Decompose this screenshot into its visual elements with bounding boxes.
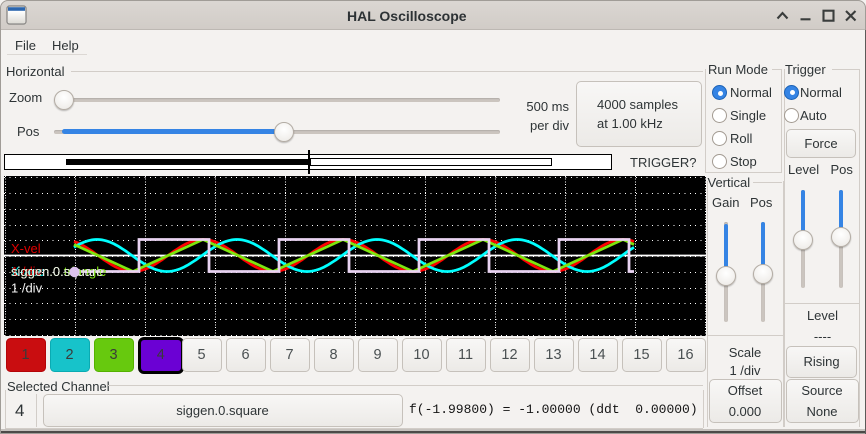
svg-text:X-acc: X-acc bbox=[11, 264, 45, 279]
svg-text:1 /div: 1 /div bbox=[11, 281, 43, 296]
svg-text:siggen.0.square: siggen.0.square bbox=[11, 264, 104, 279]
svg-text:siggen.0.triangle: siggen.0.triangle bbox=[11, 264, 106, 279]
svg-text:1 /div: 1 /div bbox=[11, 264, 43, 279]
svg-text:X-vel: X-vel bbox=[11, 241, 41, 256]
